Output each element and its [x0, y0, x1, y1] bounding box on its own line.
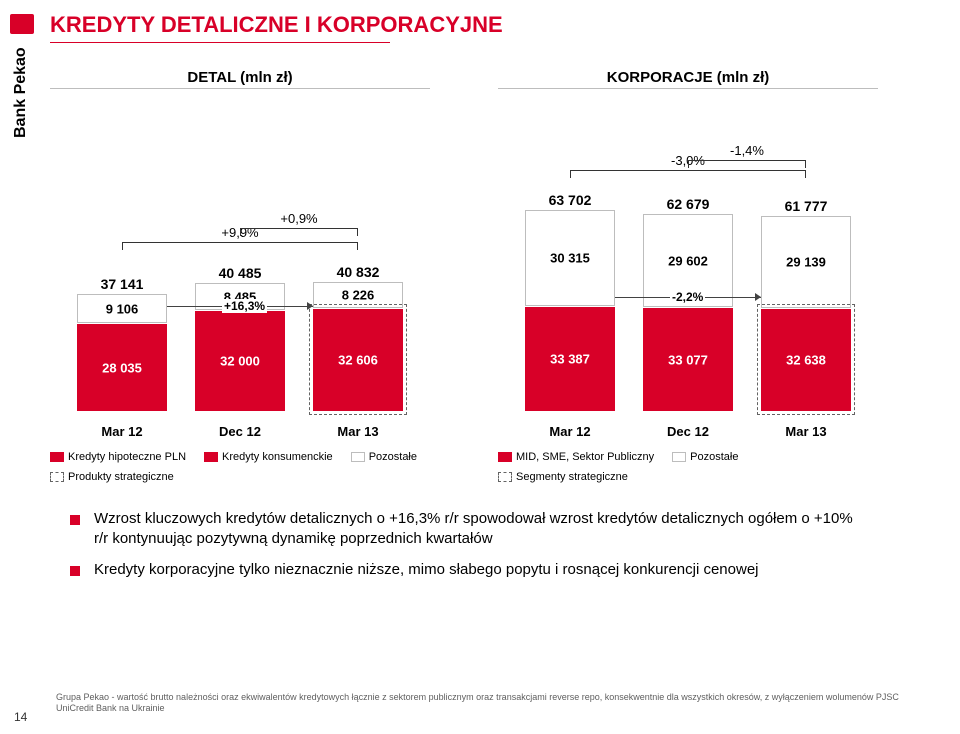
segment-value: 33 387	[550, 352, 590, 367]
title-underline	[50, 42, 390, 43]
bar-total-label: 63 702	[549, 192, 592, 208]
bar-segment-top: 29 139	[761, 216, 851, 308]
bullet-item: Wzrost kluczowych kredytów detalicznych …	[70, 509, 870, 550]
legend-item: Kredyty konsumenckie	[204, 451, 333, 463]
legend-label: Pozostałe	[690, 451, 738, 463]
callout-label: -2,2%	[670, 290, 705, 304]
chart-korporacje: 63 702 30 315 33 387 62 679 29 602 33 077 61 7…	[498, 99, 878, 439]
segment-value: 30 315	[550, 251, 590, 266]
brand-logo: Bank Pekao	[8, 10, 36, 140]
bar-segment-bottom: 33 077	[643, 307, 733, 411]
page-number: 14	[14, 710, 27, 724]
bar-stack: 37 141 9 106 28 035	[77, 276, 167, 411]
segment-value: 28 035	[102, 360, 142, 375]
bracket	[570, 170, 806, 178]
bracket-label: -1,4%	[730, 143, 764, 160]
bracket	[122, 242, 358, 250]
bar-segment-top: 30 315	[525, 210, 615, 306]
bar-segment-bottom: 33 387	[525, 306, 615, 411]
group-label-korporacje: KORPORACJE (mln zł)	[498, 69, 878, 89]
legend-label: Segmenty strategiczne	[516, 471, 628, 483]
axis-label: Mar 12	[77, 424, 167, 439]
callout-label: +16,3%	[222, 299, 267, 313]
legend-item: Segmenty strategiczne	[498, 471, 628, 483]
axis-label: Mar 13	[313, 424, 403, 439]
bar-total-label: 61 777	[785, 198, 828, 214]
axis-label: Mar 12	[525, 424, 615, 439]
legend-item: Produkty strategiczne	[50, 471, 174, 483]
legend-detal: Kredyty hipoteczne PLN Kredyty konsumenck…	[50, 451, 430, 483]
bullets: Wzrost kluczowych kredytów detalicznych …	[70, 509, 870, 580]
legend-item: Kredyty hipoteczne PLN	[50, 451, 186, 463]
legend-korporacje: MID, SME, Sektor Publiczny Pozostałe Segme…	[498, 451, 878, 483]
page-title: KREDYTY DETALICZNE I KORPORACYJNE	[50, 12, 946, 38]
strategic-dashed-box	[757, 304, 855, 415]
segment-value: 8 226	[342, 288, 375, 303]
legend-label: MID, SME, Sektor Publiczny	[516, 451, 654, 463]
bar-total-label: 40 832	[337, 264, 380, 280]
bracket-label: +0,9%	[280, 211, 317, 228]
axis-label: Dec 12	[643, 424, 733, 439]
logo-text: Bank Pekao	[12, 47, 30, 138]
legend-item: Pozostałe	[672, 451, 738, 463]
segment-value: 29 139	[786, 255, 826, 270]
legend-label: Kredyty hipoteczne PLN	[68, 451, 186, 463]
legend-swatch	[204, 452, 218, 462]
axis-label: Dec 12	[195, 424, 285, 439]
legend-label: Pozostałe	[369, 451, 417, 463]
footnote: Grupa Pekao - wartość brutto należności …	[56, 692, 934, 715]
legend-item: Pozostałe	[351, 451, 417, 463]
bar-segment-bottom: 28 035	[77, 323, 167, 411]
legend-swatch	[351, 452, 365, 462]
segment-value: 33 077	[668, 352, 708, 367]
segment-value: 29 602	[668, 253, 708, 268]
legend-item: MID, SME, Sektor Publiczny	[498, 451, 654, 463]
bracket	[688, 160, 806, 168]
axis-label: Mar 13	[761, 424, 851, 439]
group-label-detal: DETAL (mln zł)	[50, 69, 430, 89]
bar-stack: 40 4858 48532 000	[195, 265, 285, 411]
chart-detal: 37 141 9 106 28 035 40 4858 48532 000 40 832…	[50, 99, 430, 439]
bar-total-label: 62 679	[667, 196, 710, 212]
strategic-dashed-box	[309, 304, 407, 415]
arrowhead-icon	[307, 302, 313, 310]
bracket	[240, 228, 358, 236]
bar-total-label: 37 141	[101, 276, 144, 292]
legend-label: Kredyty konsumenckie	[222, 451, 333, 463]
legend-swatch	[672, 452, 686, 462]
logo-icon	[10, 14, 34, 34]
bar-total-label: 40 485	[219, 265, 262, 281]
segment-value: 9 106	[106, 301, 139, 316]
bar-segment-top: 9 106	[77, 294, 167, 323]
bullet-item: Kredyty korporacyjne tylko nieznacznie n…	[70, 560, 870, 580]
bar-stack: 63 702 30 315 33 387	[525, 192, 615, 411]
arrowhead-icon	[755, 293, 761, 301]
segment-value: 32 000	[220, 354, 260, 369]
legend-swatch	[50, 452, 64, 462]
bar-segment-bottom: 32 000	[195, 310, 285, 411]
legend-swatch	[50, 472, 64, 482]
legend-swatch	[498, 472, 512, 482]
legend-label: Produkty strategiczne	[68, 471, 174, 483]
legend-swatch	[498, 452, 512, 462]
